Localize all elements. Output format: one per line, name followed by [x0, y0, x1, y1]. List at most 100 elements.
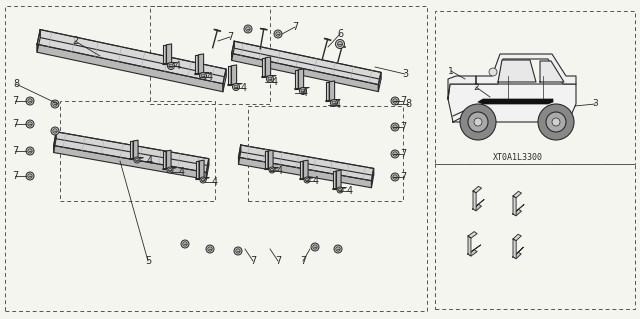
Circle shape	[200, 177, 206, 183]
Bar	[248, 106, 403, 201]
Circle shape	[266, 76, 273, 83]
Circle shape	[311, 243, 319, 251]
Bar	[150, 6, 270, 104]
Polygon shape	[262, 76, 276, 77]
Circle shape	[489, 68, 497, 76]
Circle shape	[268, 77, 272, 81]
Polygon shape	[37, 30, 226, 84]
Text: 2: 2	[72, 36, 78, 46]
Polygon shape	[163, 151, 166, 169]
Bar	[5, 6, 427, 311]
Text: 4: 4	[313, 176, 319, 186]
Polygon shape	[448, 76, 476, 99]
Circle shape	[304, 177, 310, 183]
Polygon shape	[199, 160, 204, 179]
Polygon shape	[513, 204, 524, 214]
Polygon shape	[234, 41, 381, 79]
Text: 4: 4	[335, 100, 341, 110]
Circle shape	[301, 89, 305, 93]
Text: 7: 7	[300, 256, 306, 266]
Polygon shape	[228, 84, 242, 85]
Circle shape	[334, 245, 342, 253]
Polygon shape	[166, 150, 171, 169]
Polygon shape	[262, 58, 265, 77]
Polygon shape	[300, 178, 313, 179]
Polygon shape	[513, 239, 516, 259]
Circle shape	[393, 125, 397, 129]
Circle shape	[300, 87, 307, 94]
Circle shape	[206, 245, 214, 253]
Circle shape	[538, 104, 574, 140]
Polygon shape	[468, 249, 477, 256]
Text: XT0A1L3300: XT0A1L3300	[493, 152, 543, 161]
Text: 2: 2	[473, 83, 479, 92]
Circle shape	[26, 120, 34, 128]
Circle shape	[332, 101, 336, 105]
Polygon shape	[133, 140, 138, 159]
Polygon shape	[468, 232, 477, 238]
Circle shape	[51, 127, 59, 135]
Text: 4: 4	[277, 166, 283, 176]
Circle shape	[337, 41, 342, 47]
Polygon shape	[473, 204, 481, 211]
Circle shape	[274, 30, 282, 38]
Text: 4: 4	[241, 83, 247, 93]
Circle shape	[236, 249, 240, 253]
Polygon shape	[196, 178, 209, 179]
Polygon shape	[540, 61, 564, 82]
Circle shape	[52, 129, 57, 133]
Circle shape	[474, 118, 482, 126]
Polygon shape	[295, 87, 309, 89]
Circle shape	[337, 187, 343, 193]
Circle shape	[134, 157, 140, 163]
Text: 7: 7	[12, 146, 18, 156]
Text: 7: 7	[12, 171, 18, 181]
Polygon shape	[513, 209, 522, 216]
Polygon shape	[265, 151, 268, 169]
Circle shape	[234, 85, 238, 89]
Text: 4: 4	[179, 167, 185, 177]
Text: 4: 4	[347, 186, 353, 196]
Polygon shape	[326, 82, 329, 101]
Text: 7: 7	[12, 119, 18, 129]
Polygon shape	[195, 55, 198, 74]
Text: 4: 4	[302, 88, 308, 98]
Polygon shape	[54, 132, 209, 173]
Circle shape	[460, 104, 496, 140]
Polygon shape	[130, 141, 133, 159]
Circle shape	[335, 40, 344, 48]
Polygon shape	[473, 186, 481, 193]
Polygon shape	[513, 234, 521, 241]
Text: 8: 8	[405, 99, 411, 109]
Polygon shape	[228, 66, 231, 85]
Polygon shape	[239, 157, 371, 188]
Polygon shape	[239, 145, 241, 164]
Polygon shape	[513, 247, 524, 257]
Circle shape	[330, 100, 337, 107]
Circle shape	[51, 100, 59, 108]
Polygon shape	[303, 160, 308, 179]
Circle shape	[26, 172, 34, 180]
Circle shape	[168, 63, 175, 70]
Text: 4: 4	[175, 61, 181, 71]
Polygon shape	[40, 30, 226, 77]
Text: 4: 4	[212, 177, 218, 187]
Circle shape	[468, 112, 488, 132]
Circle shape	[168, 168, 172, 172]
Circle shape	[28, 99, 32, 103]
Polygon shape	[206, 159, 209, 180]
Polygon shape	[265, 168, 278, 169]
Polygon shape	[239, 145, 374, 181]
Polygon shape	[56, 132, 209, 166]
Polygon shape	[513, 196, 516, 216]
Polygon shape	[468, 245, 481, 254]
Polygon shape	[333, 171, 336, 189]
Polygon shape	[232, 41, 234, 60]
Circle shape	[200, 72, 207, 79]
Circle shape	[313, 245, 317, 249]
Text: 4: 4	[147, 156, 153, 166]
Polygon shape	[231, 65, 237, 85]
Polygon shape	[241, 145, 374, 175]
Circle shape	[26, 97, 34, 105]
Bar	[435, 164, 635, 309]
